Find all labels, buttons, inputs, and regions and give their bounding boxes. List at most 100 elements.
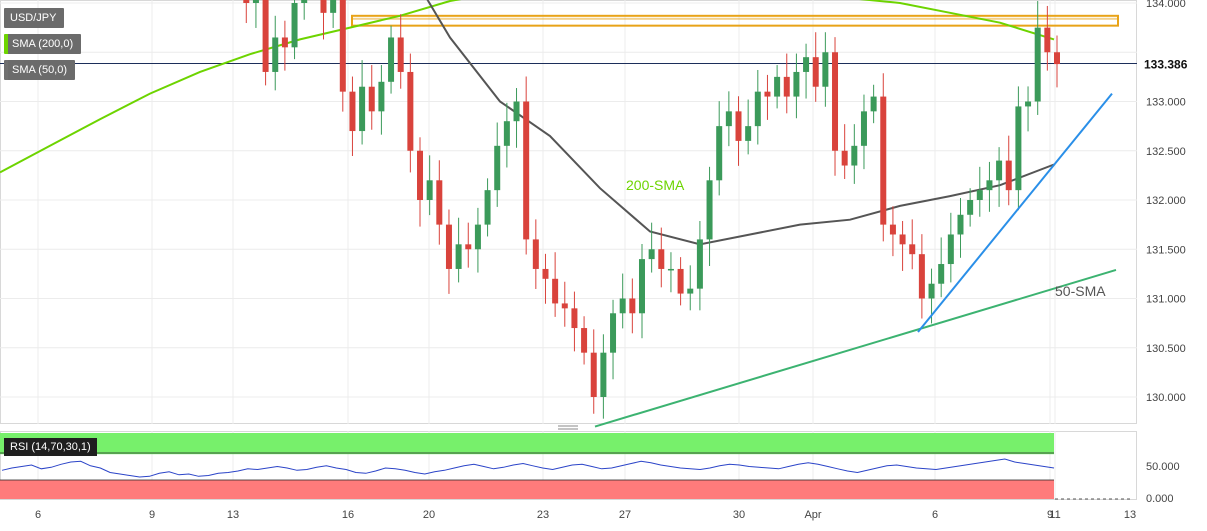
candle [455, 217, 462, 283]
candle [552, 252, 559, 317]
candle-body [436, 180, 443, 225]
candle [667, 252, 674, 293]
candle [1005, 135, 1012, 206]
rsi-tick-label: 0.000 [1146, 493, 1174, 505]
candle-body [600, 352, 607, 397]
x-tick-label: 27 [619, 509, 631, 521]
candle [648, 222, 655, 273]
candle-body [359, 86, 366, 132]
x-tick-label: 13 [1124, 509, 1136, 521]
symbol-label: USD/JPY [4, 8, 65, 28]
y-tick-label: 134.000 [1146, 0, 1186, 10]
candle-body [368, 86, 375, 112]
candle [330, 0, 337, 28]
candle-body [860, 111, 867, 146]
candle [986, 161, 993, 212]
candle [880, 73, 887, 242]
candle [754, 69, 761, 145]
candle [474, 207, 481, 273]
candle-body [716, 126, 723, 181]
candle-body [909, 244, 916, 255]
y-tick-label: 131.500 [1146, 244, 1186, 256]
sma200-annotation: 200-SMA [626, 177, 685, 193]
candle-body [272, 37, 279, 72]
candle-body [388, 37, 395, 82]
candle [542, 253, 549, 304]
candle-body [880, 96, 887, 225]
candle-body [648, 249, 655, 260]
candle-body [532, 239, 539, 269]
candle [378, 65, 385, 135]
candle [716, 101, 723, 196]
candle [774, 65, 781, 109]
candle-body [455, 244, 462, 269]
y-tick-label: 133.000 [1146, 97, 1186, 109]
candle [494, 122, 501, 207]
candle [397, 14, 404, 89]
candle-body [986, 180, 993, 191]
candle-body [561, 303, 568, 309]
candle-body [349, 91, 356, 132]
candle [484, 178, 491, 237]
candle [359, 60, 366, 145]
candles [243, 0, 1060, 419]
candle [590, 329, 597, 414]
candle [561, 281, 568, 327]
x-tick-label: 23 [537, 509, 549, 521]
candle [1015, 86, 1022, 211]
candle-body [571, 308, 578, 329]
candle-body [484, 190, 491, 225]
candle [957, 198, 964, 258]
labels: 200-SMA 50-SMA [626, 177, 1106, 299]
candle-body [252, 0, 259, 3]
candle [291, 0, 298, 60]
candle-body [851, 145, 858, 166]
candle-body [667, 268, 674, 271]
candle-body [696, 239, 703, 289]
candle-body [339, 0, 346, 92]
sma50-legend[interactable]: SMA (50,0) [4, 60, 76, 80]
candle-body [1044, 27, 1051, 53]
candle-body [552, 278, 559, 304]
candle [426, 155, 433, 216]
sma200-legend[interactable]: SMA (200,0) [4, 34, 82, 54]
candle [445, 209, 452, 294]
candle-body [918, 254, 925, 299]
candle-body [764, 91, 771, 97]
candle [735, 96, 742, 166]
candle-body [243, 0, 250, 3]
candle [783, 53, 790, 114]
candle-body [397, 37, 404, 72]
candle [532, 219, 539, 289]
candle-body [938, 264, 945, 284]
y-tick-label: 132.500 [1146, 146, 1186, 158]
candle [764, 74, 771, 120]
candle [349, 76, 356, 157]
candle-body [812, 57, 819, 87]
candle [417, 137, 424, 227]
candle-body [793, 71, 800, 97]
axes: 6 9 13 16 20 23 27 30 Apr 6 911 13130.000130.500131… [35, 0, 1189, 521]
candle [407, 53, 414, 173]
candle [860, 94, 867, 170]
support-trendline [594, 268, 1117, 428]
candle-body [706, 180, 713, 240]
candle [996, 147, 1003, 207]
candle [339, 0, 346, 112]
candle-body [1034, 27, 1041, 102]
candle-body [1015, 106, 1022, 191]
candle-body [774, 76, 781, 97]
candle [619, 273, 626, 329]
candle-body [870, 96, 877, 112]
candle-body [619, 298, 626, 314]
candle [1044, 5, 1051, 71]
current-price-bg [1139, 55, 1189, 72]
rsi-legend[interactable]: RSI (14,70,30,1) [4, 438, 97, 456]
rsi-line [1, 458, 1055, 478]
rsi-tick-label: 50.000 [1146, 461, 1180, 473]
candle-body [465, 244, 472, 250]
candle-body [590, 352, 597, 397]
rsi-zones [0, 433, 1130, 500]
candle-body [996, 160, 1003, 181]
